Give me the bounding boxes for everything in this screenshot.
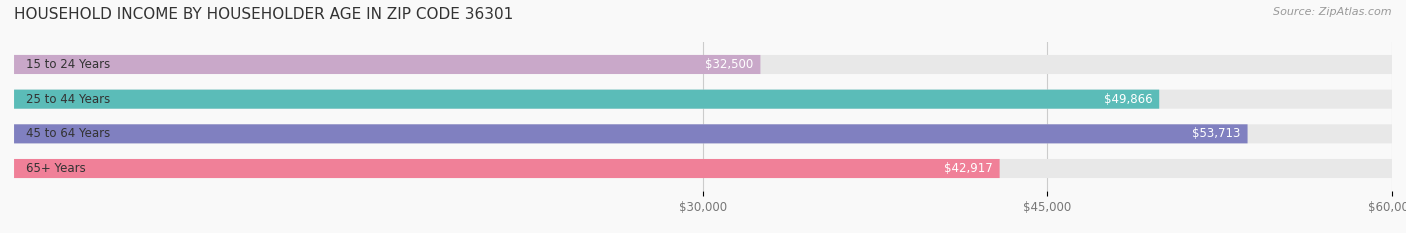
Text: HOUSEHOLD INCOME BY HOUSEHOLDER AGE IN ZIP CODE 36301: HOUSEHOLD INCOME BY HOUSEHOLDER AGE IN Z… xyxy=(14,7,513,22)
FancyBboxPatch shape xyxy=(14,90,1392,109)
Text: 15 to 24 Years: 15 to 24 Years xyxy=(25,58,110,71)
FancyBboxPatch shape xyxy=(14,55,761,74)
FancyBboxPatch shape xyxy=(14,159,1000,178)
FancyBboxPatch shape xyxy=(14,55,1392,74)
Text: $32,500: $32,500 xyxy=(706,58,754,71)
Text: 25 to 44 Years: 25 to 44 Years xyxy=(25,93,110,106)
Text: $53,713: $53,713 xyxy=(1192,127,1240,140)
Text: 65+ Years: 65+ Years xyxy=(25,162,86,175)
Text: 45 to 64 Years: 45 to 64 Years xyxy=(25,127,110,140)
FancyBboxPatch shape xyxy=(14,159,1392,178)
Text: $42,917: $42,917 xyxy=(943,162,993,175)
FancyBboxPatch shape xyxy=(14,124,1247,143)
FancyBboxPatch shape xyxy=(14,90,1159,109)
Text: Source: ZipAtlas.com: Source: ZipAtlas.com xyxy=(1274,7,1392,17)
FancyBboxPatch shape xyxy=(14,124,1392,143)
Text: $49,866: $49,866 xyxy=(1104,93,1153,106)
